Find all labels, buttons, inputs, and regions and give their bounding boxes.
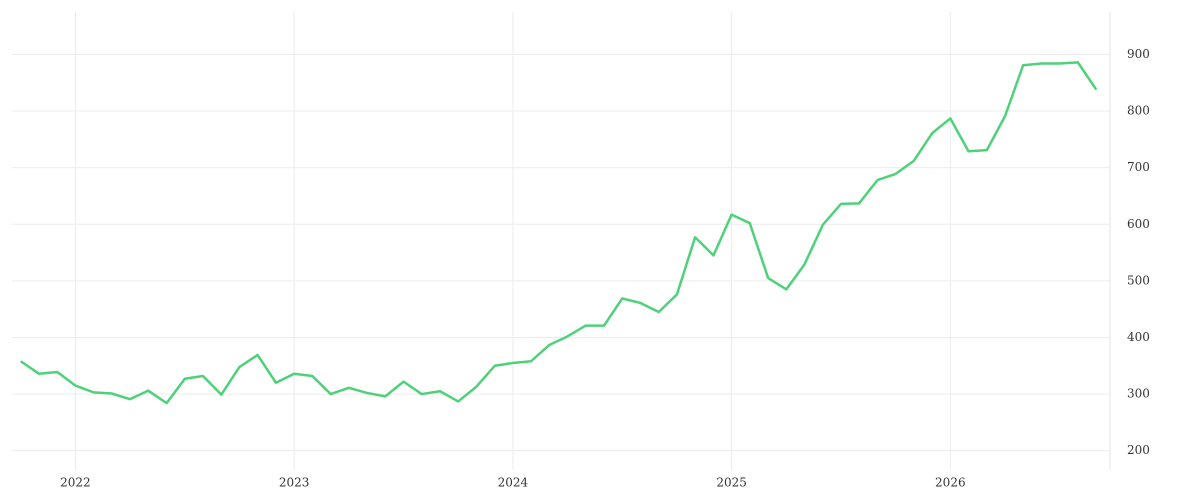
x-tick-label: 2024: [498, 476, 529, 490]
y-tick-label: 600: [1127, 217, 1150, 231]
x-tick-label: 2026: [935, 476, 966, 490]
x-tick-label: 2025: [716, 476, 747, 490]
x-tick-label: 2023: [279, 476, 310, 490]
x-tick-label: 2022: [60, 476, 91, 490]
data-line: [20, 61, 1098, 405]
y-tick-label: 800: [1127, 104, 1150, 118]
y-tick-label: 500: [1127, 273, 1150, 287]
y-tick-label: 300: [1127, 387, 1150, 401]
y-tick-label: 900: [1127, 47, 1150, 61]
y-tick-label: 400: [1127, 330, 1150, 344]
y-tick-label: 200: [1127, 443, 1150, 457]
y-tick-label: 700: [1127, 160, 1150, 174]
